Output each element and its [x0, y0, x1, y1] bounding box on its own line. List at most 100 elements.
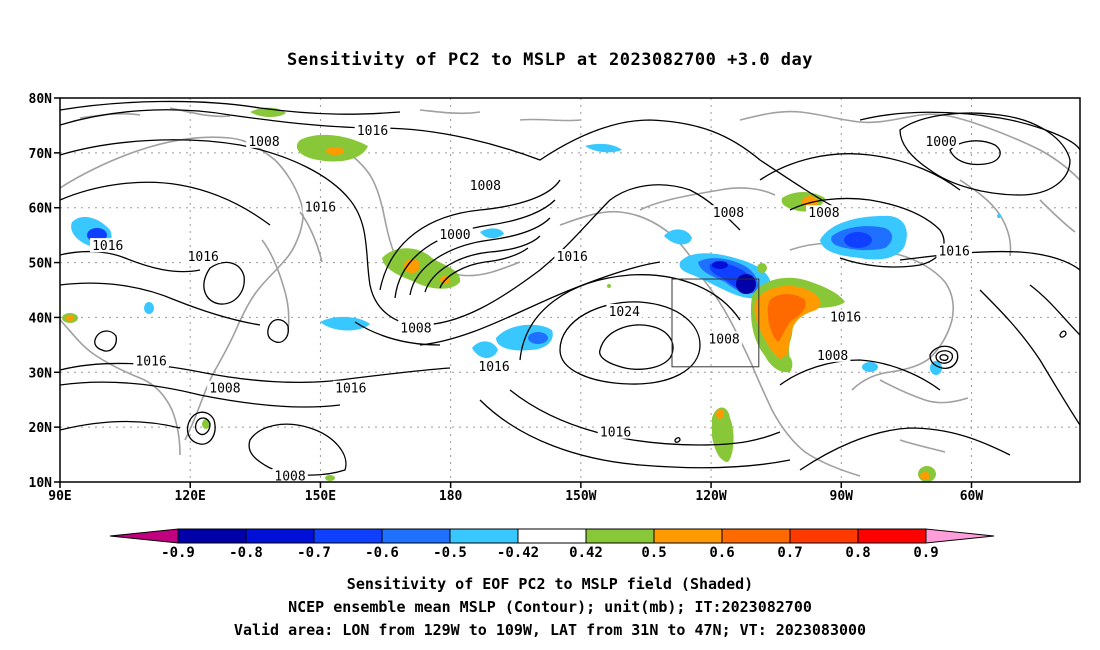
contour-label-bg	[710, 205, 747, 220]
contour-label: 1008	[248, 135, 279, 150]
contour-label: 1008	[209, 382, 240, 397]
contour-label-bg	[706, 331, 742, 346]
colorbar-label: -0.9	[161, 545, 195, 561]
valid-area-box	[671, 278, 760, 368]
lon-tick-label: 180	[439, 489, 463, 504]
contour-label-bg	[554, 249, 590, 264]
contour-label: 1000	[439, 228, 470, 243]
contour-label-bg	[597, 424, 634, 439]
contour-label-bg	[814, 347, 851, 362]
colorbar-label: 0.7	[777, 545, 802, 561]
lat-tick-label: 50N	[29, 257, 53, 272]
coastlines	[60, 107, 1080, 477]
colorbar-label: 0.9	[913, 545, 938, 561]
lat-tick-label: 10N	[29, 476, 53, 491]
colorbar-label: -0.6	[365, 545, 399, 561]
colorbar-label: 0.8	[845, 545, 870, 561]
contour-label-bg	[89, 238, 126, 253]
colorbar-label: -0.7	[297, 545, 331, 561]
contour-label: 1016	[478, 360, 509, 375]
colorbar-segment	[245, 528, 315, 544]
lon-tick-label: 90W	[830, 489, 854, 504]
lat-tick-label: 80N	[29, 92, 53, 107]
contour-label: 1008	[713, 206, 744, 221]
contour-label-bg	[467, 177, 504, 192]
contour-label-bg	[437, 227, 473, 242]
contour-label-bg	[936, 243, 972, 258]
contour-label: 1016	[357, 124, 388, 139]
lon-tick-label: 120W	[695, 489, 726, 504]
colorbar-segment	[585, 528, 655, 544]
contour-label-bg	[333, 380, 369, 395]
contour-label: 1008	[708, 332, 739, 347]
lon-tick-label: 90E	[48, 489, 71, 504]
colorbar-min-triangle	[109, 528, 179, 544]
contour-label: 1008	[470, 179, 501, 194]
contour-label-bg	[185, 249, 222, 264]
contour-label-bg	[207, 380, 243, 395]
colorbar-segment	[721, 528, 791, 544]
lon-tick-label: 150E	[305, 489, 336, 504]
colorbar-label: -0.8	[229, 545, 263, 561]
contour-label: 1008	[400, 321, 431, 336]
contour-label: 1016	[335, 382, 366, 397]
sensitivity-shading	[62, 107, 1001, 482]
colorbar-label: 0.42	[569, 545, 603, 561]
lat-tick-label: 60N	[29, 202, 53, 217]
contour-label: 1016	[600, 426, 631, 441]
lon-tick-label: 120E	[175, 489, 206, 504]
contour-label: 1016	[557, 250, 588, 265]
contour-label: 1016	[188, 250, 219, 265]
lat-tick-label: 30N	[29, 366, 53, 381]
colorbar-segment	[517, 528, 587, 544]
colorbar-segment	[653, 528, 723, 544]
lat-tick-label: 70N	[29, 147, 53, 162]
lat-tick-label: 40N	[29, 311, 53, 326]
caption-line-1: Sensitivity of EOF PC2 to MSLP field (Sh…	[346, 575, 754, 593]
contour-label-bg	[398, 320, 434, 335]
mslp-contours	[60, 100, 1080, 476]
contour-label: 1000	[925, 135, 956, 150]
colorbar-label: -0.5	[433, 545, 467, 561]
colorbar-segment	[449, 528, 519, 544]
contour-label-bg	[827, 309, 864, 324]
colorbar-label: 0.6	[709, 545, 734, 561]
caption-line-2: NCEP ensemble mean MSLP (Contour); unit(…	[288, 598, 812, 616]
lon-tick-label: 150W	[565, 489, 596, 504]
colorbar-segment	[857, 528, 927, 544]
contour-label: 1016	[305, 201, 336, 216]
contour-label-bg	[246, 133, 282, 148]
contour-label: 1016	[830, 310, 861, 325]
lon-tick-label: 60W	[960, 489, 984, 504]
contour-label-bg	[272, 468, 308, 483]
colorbar: -0.9 -0.8 -0.7 -0.6 -0.5 -0.42 0.42 0.5 0.6 0.7 0.…	[109, 528, 995, 561]
contour-label-bg	[302, 199, 339, 214]
contour-label: 1008	[817, 349, 848, 364]
map-frame	[59, 97, 1081, 483]
contour-label-bg	[354, 122, 391, 137]
contour-label-bg	[923, 133, 959, 148]
contour-label: 1016	[938, 245, 969, 260]
colorbar-segment	[313, 528, 383, 544]
colorbar-segment	[381, 528, 451, 544]
contour-label: 1016	[92, 239, 123, 254]
lat-tick-label: 20N	[29, 421, 53, 436]
contour-label-bg	[806, 205, 842, 220]
contour-label-bg	[133, 353, 169, 368]
colorbar-label: 0.5	[641, 545, 666, 561]
contour-label-bg	[606, 303, 643, 318]
contour-labels: 1008 1016 1000 1008 1016 1008 1008 1000 1016 1016…	[89, 122, 972, 485]
colorbar-segment	[177, 528, 247, 544]
contour-label: 1024	[609, 305, 640, 320]
plot-title: Sensitivity of PC2 to MSLP at 2023082700…	[286, 50, 813, 70]
colorbar-segment	[789, 528, 859, 544]
colorbar-label: -0.42	[497, 545, 539, 561]
contour-label: 1008	[808, 206, 839, 221]
caption-line-3: Valid area: LON from 129W to 109W, LAT f…	[233, 621, 867, 639]
contour-label: 1008	[274, 470, 305, 485]
contour-label: 1016	[135, 354, 166, 369]
contour-label-bg	[476, 358, 512, 373]
colorbar-max-triangle	[925, 528, 995, 544]
